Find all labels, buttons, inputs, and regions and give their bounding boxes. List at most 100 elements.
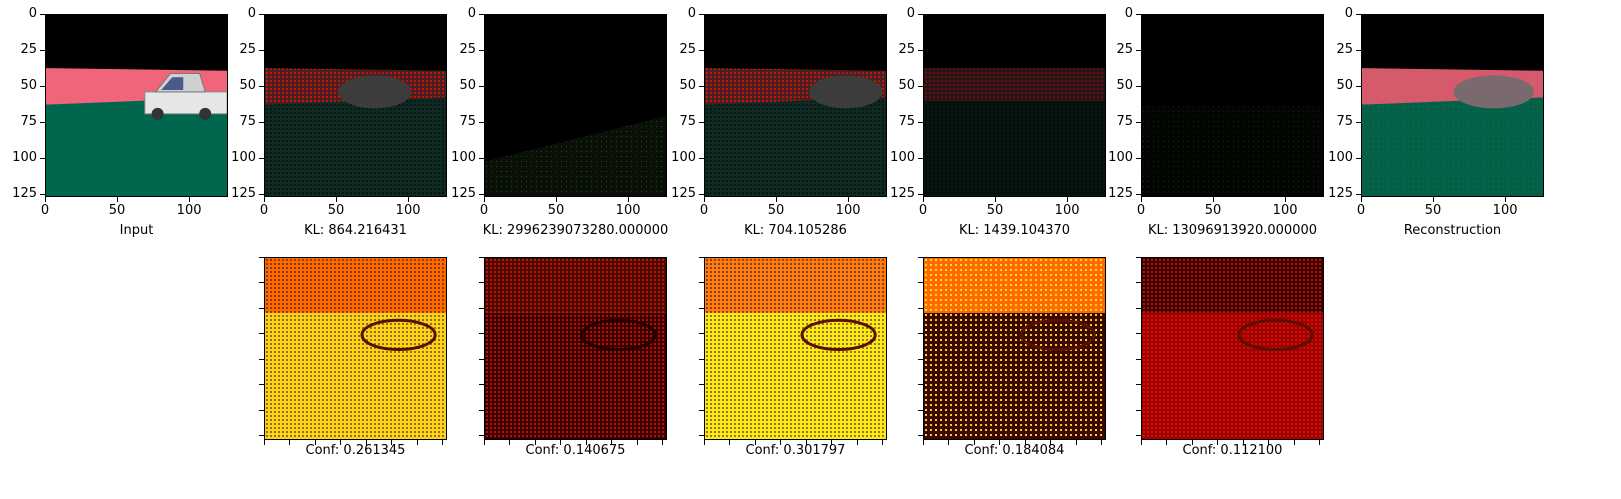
x-tick: [45, 197, 46, 202]
x-tick: [973, 440, 975, 445]
y-tick: [699, 86, 704, 88]
x-tick: [408, 197, 410, 202]
x-tick: [264, 440, 265, 445]
y-tick: [40, 50, 45, 52]
x-tick: [1024, 440, 1026, 445]
y-tick: [479, 122, 484, 124]
y-tick-label: 25: [679, 42, 696, 58]
x-tick: [1217, 440, 1219, 445]
ground-texture: [1362, 97, 1543, 196]
x-tick: [780, 440, 782, 445]
y-tick-label: 100: [231, 150, 256, 166]
y-tick-label: 25: [20, 42, 37, 58]
confidence-3-caption: Conf: 0.301797: [745, 443, 846, 458]
y-tick: [1356, 14, 1361, 15]
x-tick: [484, 197, 485, 202]
x-tick: [805, 440, 807, 445]
x-tick: [948, 440, 950, 445]
y-tick: [479, 257, 484, 258]
confidence-5-caption: Conf: 0.112100: [1182, 443, 1283, 458]
y-tick-label: 50: [1336, 78, 1353, 94]
y-tick: [1136, 50, 1141, 52]
x-tick-label: 0: [259, 203, 269, 218]
y-tick: [699, 282, 704, 284]
y-tick: [1356, 86, 1361, 88]
y-tick: [479, 194, 484, 196]
y-tick: [259, 409, 264, 411]
x-tick: [1242, 440, 1244, 445]
y-tick-label: 25: [898, 42, 915, 58]
car-wheel: [151, 107, 164, 120]
confidence-4-heatmap: [923, 257, 1106, 440]
y-tick-label: 50: [459, 78, 476, 94]
y-tick-label: 100: [890, 150, 915, 166]
y-tick: [40, 14, 45, 15]
y-tick: [699, 14, 704, 15]
x-tick-label: 50: [108, 203, 126, 218]
y-tick: [479, 434, 484, 436]
x-tick: [1285, 197, 1287, 202]
y-tick: [259, 50, 264, 52]
confidence-4-caption: Conf: 0.184084: [964, 443, 1065, 458]
latent-3-image: [704, 14, 887, 197]
y-tick: [918, 384, 923, 386]
y-tick-label: 0: [1344, 6, 1353, 21]
y-tick: [699, 307, 704, 309]
y-tick: [1136, 86, 1141, 88]
x-tick-label: 0: [479, 203, 489, 218]
y-tick: [40, 158, 45, 160]
y-tick: [259, 158, 264, 160]
y-tick: [918, 333, 923, 335]
y-tick-label: 25: [459, 42, 476, 58]
x-tick: [1100, 440, 1102, 445]
x-tick: [704, 440, 705, 445]
latent-2-caption: KL: 2996239073280.000000: [482, 223, 669, 238]
y-tick: [479, 86, 484, 88]
y-tick: [699, 194, 704, 196]
y-tick: [1136, 307, 1141, 309]
x-tick: [509, 440, 511, 445]
x-tick: [754, 440, 756, 445]
car-outline: [360, 318, 437, 352]
y-tick-label: 25: [1336, 42, 1353, 58]
y-tick-label: 75: [20, 114, 37, 130]
y-tick: [1136, 257, 1141, 258]
y-tick: [1356, 50, 1361, 52]
y-tick: [918, 434, 923, 436]
x-tick: [585, 440, 587, 445]
x-tick: [117, 197, 119, 202]
y-tick-label: 50: [20, 78, 37, 94]
latent-4-caption: KL: 1439.104370: [958, 223, 1071, 238]
y-tick: [259, 333, 264, 335]
x-tick: [289, 440, 291, 445]
y-tick: [1356, 158, 1361, 160]
ground-region: [46, 97, 227, 196]
car-outline: [580, 318, 657, 352]
y-tick-label: 50: [239, 78, 256, 94]
y-tick: [699, 257, 704, 258]
x-tick: [264, 197, 265, 202]
y-tick: [918, 14, 923, 15]
x-tick: [340, 440, 342, 445]
y-tick-label: 75: [1116, 114, 1133, 130]
y-tick: [259, 282, 264, 284]
y-tick-label: 0: [467, 6, 476, 21]
x-tick: [704, 197, 705, 202]
y-tick: [1136, 14, 1141, 15]
y-tick: [918, 358, 923, 360]
car-blob: [809, 75, 883, 109]
y-tick: [1136, 434, 1141, 436]
input-image: [45, 14, 228, 197]
latent-4-image: [923, 14, 1106, 197]
x-tick: [1505, 197, 1507, 202]
confidence-2-caption: Conf: 0.140675: [525, 443, 626, 458]
latent-5-caption: KL: 13096913920.000000: [1147, 223, 1318, 238]
x-tick: [881, 440, 883, 445]
y-tick: [479, 333, 484, 335]
car-wheel: [199, 107, 212, 120]
y-tick-label: 125: [1328, 186, 1353, 202]
latent-2-image: [484, 14, 667, 197]
x-tick-label: 50: [767, 203, 785, 218]
y-tick: [699, 358, 704, 360]
y-tick-label: 125: [890, 186, 915, 202]
